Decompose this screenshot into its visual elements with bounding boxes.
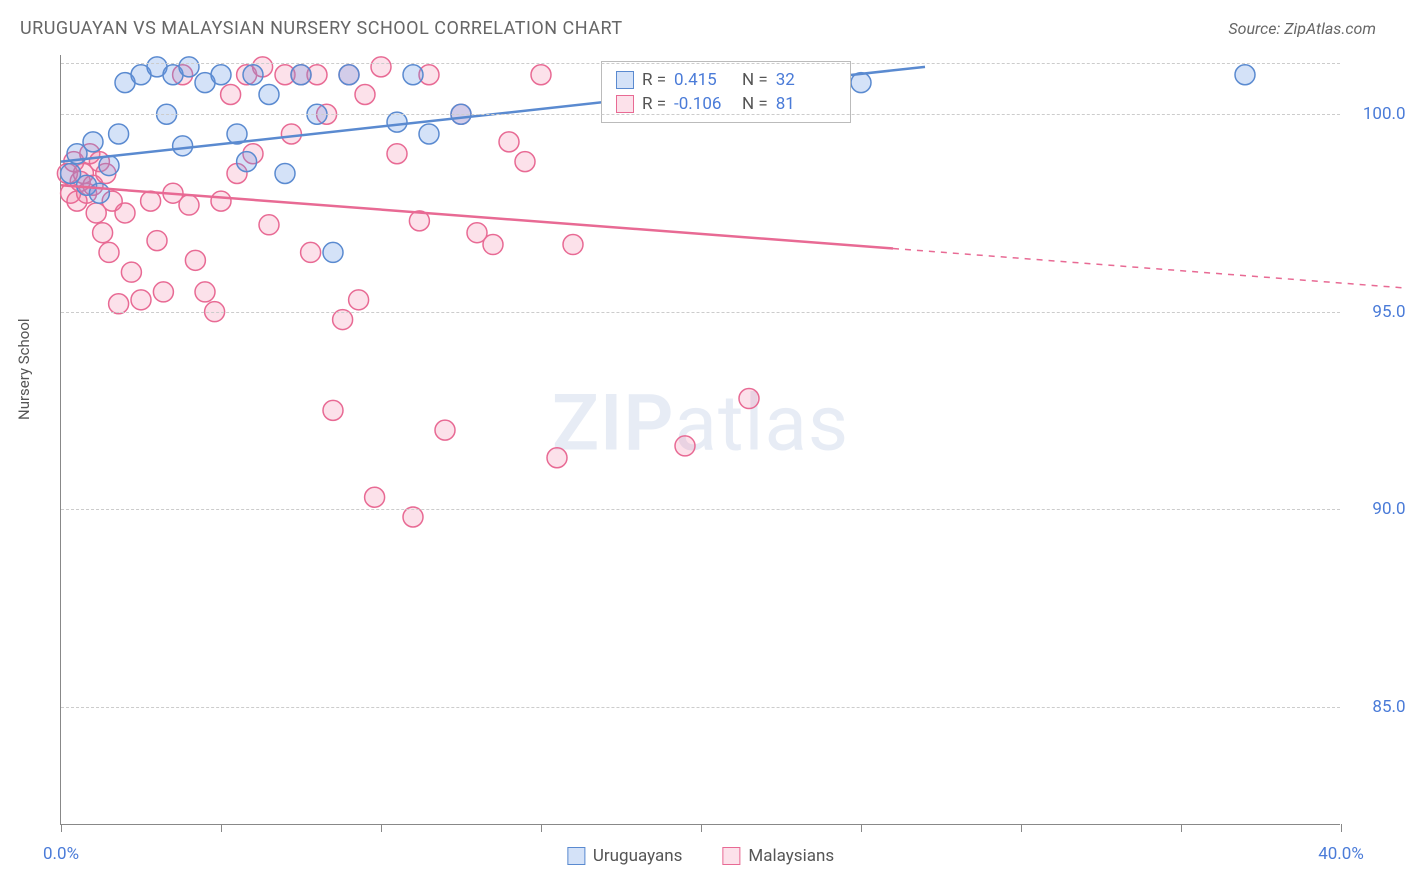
legend-n-value-1: 81 xyxy=(776,94,836,114)
data-point xyxy=(221,84,241,104)
data-point xyxy=(185,250,205,270)
data-point xyxy=(355,84,375,104)
data-point xyxy=(739,389,759,409)
gridline xyxy=(61,63,1340,64)
data-point xyxy=(195,282,215,302)
data-point xyxy=(349,290,369,310)
data-point xyxy=(243,65,263,85)
source-attribution: Source: ZipAtlas.com xyxy=(1228,19,1376,38)
legend-label: Malaysians xyxy=(748,846,834,866)
data-point xyxy=(339,65,359,85)
legend-row-malaysians: R = -0.106 N = 81 xyxy=(616,92,836,116)
data-point xyxy=(371,57,391,77)
y-tick-label: 85.0% xyxy=(1372,697,1406,717)
data-point xyxy=(301,242,321,262)
legend-label: Uruguayans xyxy=(593,846,683,866)
gridline xyxy=(61,509,1340,510)
y-tick-label: 95.0% xyxy=(1372,302,1406,322)
trend-line-extrapolated xyxy=(893,248,1405,287)
legend-n-label: N = xyxy=(742,70,768,90)
data-point xyxy=(211,191,231,211)
legend-r-label: R = xyxy=(642,70,666,90)
data-point xyxy=(131,290,151,310)
x-tick xyxy=(1181,824,1182,832)
data-point xyxy=(323,242,343,262)
x-tick-label: 0.0% xyxy=(43,844,79,864)
data-point xyxy=(115,203,135,223)
data-point xyxy=(547,448,567,468)
data-point xyxy=(109,124,129,144)
data-point xyxy=(435,420,455,440)
data-point xyxy=(121,262,141,282)
data-point xyxy=(147,231,167,251)
legend-swatch-icon xyxy=(567,847,585,865)
data-point xyxy=(499,132,519,152)
y-tick-label: 100.0% xyxy=(1363,104,1406,124)
gridline xyxy=(61,114,1340,115)
legend-swatch-icon xyxy=(722,847,740,865)
data-point xyxy=(675,436,695,456)
data-point xyxy=(563,235,583,255)
gridline xyxy=(61,312,1340,313)
legend-item-malaysians: Malaysians xyxy=(722,846,834,866)
data-point xyxy=(387,144,407,164)
data-point xyxy=(237,152,257,172)
legend-r-value-1: -0.106 xyxy=(674,94,734,114)
gridline xyxy=(61,707,1340,708)
legend-r-value-0: 0.415 xyxy=(674,70,734,90)
legend-swatch-uruguayans xyxy=(616,71,634,89)
chart-plot-area: ZIPatlas R = 0.415 N = 32 R = -0.106 N =… xyxy=(60,55,1340,825)
data-point xyxy=(323,400,343,420)
data-point xyxy=(211,65,231,85)
data-point xyxy=(173,136,193,156)
data-point xyxy=(515,152,535,172)
x-tick xyxy=(61,824,62,832)
data-point xyxy=(83,132,103,152)
series-legend: Uruguayans Malaysians xyxy=(567,846,834,866)
scatter-svg xyxy=(61,55,1340,824)
chart-title: URUGUAYAN VS MALAYSIAN NURSERY SCHOOL CO… xyxy=(20,18,623,39)
data-point xyxy=(291,65,311,85)
x-tick xyxy=(1341,824,1342,832)
data-point xyxy=(99,156,119,176)
legend-r-label: R = xyxy=(642,94,666,114)
data-point xyxy=(403,65,423,85)
data-point xyxy=(275,163,295,183)
data-point xyxy=(1235,65,1255,85)
x-tick xyxy=(861,824,862,832)
data-point xyxy=(179,57,199,77)
y-axis-label: Nursery School xyxy=(15,318,33,420)
data-point xyxy=(365,487,385,507)
legend-swatch-malaysians xyxy=(616,95,634,113)
x-tick xyxy=(541,824,542,832)
data-point xyxy=(419,124,439,144)
data-point xyxy=(531,65,551,85)
data-point xyxy=(93,223,113,243)
x-tick xyxy=(221,824,222,832)
data-point xyxy=(483,235,503,255)
x-tick xyxy=(381,824,382,832)
x-tick-label: 40.0% xyxy=(1318,844,1364,864)
x-tick xyxy=(701,824,702,832)
data-point xyxy=(259,84,279,104)
data-point xyxy=(153,282,173,302)
data-point xyxy=(99,242,119,262)
y-tick-label: 90.0% xyxy=(1372,499,1406,519)
legend-n-value-0: 32 xyxy=(776,70,836,90)
x-tick xyxy=(1021,824,1022,832)
legend-row-uruguayans: R = 0.415 N = 32 xyxy=(616,68,836,92)
data-point xyxy=(179,195,199,215)
legend-item-uruguayans: Uruguayans xyxy=(567,846,683,866)
data-point xyxy=(259,215,279,235)
data-point xyxy=(141,191,161,211)
data-point xyxy=(281,124,301,144)
data-point xyxy=(89,183,109,203)
legend-n-label: N = xyxy=(742,94,768,114)
